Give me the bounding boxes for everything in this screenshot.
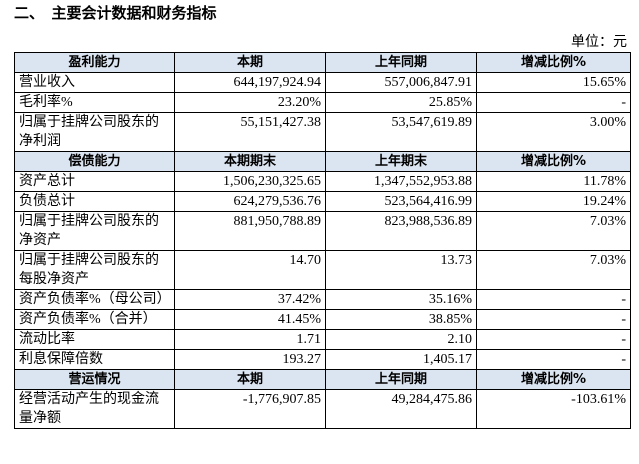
- row-label: 归属于挂牌公司股东的净利润: [14, 112, 175, 152]
- value-cell: -1,776,907.85: [174, 389, 326, 429]
- header-row: 营运情况 本期 上年同期 增减比例%: [14, 369, 631, 390]
- value-cell: 37.42%: [174, 289, 326, 310]
- financial-table: 盈利能力 本期 上年同期 增减比例% 营业收入 644,197,924.94 557,006…: [14, 52, 631, 429]
- value-cell: 25.85%: [325, 92, 477, 113]
- header-cell: 本期: [174, 52, 326, 73]
- header-cell: 盈利能力: [14, 52, 175, 73]
- value-cell: -: [476, 329, 631, 350]
- value-cell: -: [476, 349, 631, 370]
- data-row: 资产总计 1,506,230,325.65 1,347,552,953.88 11.7…: [14, 171, 631, 192]
- value-cell: 14.70: [174, 250, 326, 290]
- value-cell: 15.65%: [476, 72, 631, 93]
- data-row: 流动比率 1.71 2.10-: [14, 329, 631, 350]
- header-cell: 本期: [174, 369, 326, 390]
- header-cell: 增减比例%: [476, 369, 631, 390]
- data-row: 经营活动产生的现金流量净额 -1,776,907.85 49,284,475.86-…: [14, 389, 631, 429]
- row-label: 资产总计: [14, 171, 175, 192]
- row-label: 归属于挂牌公司股东的每股净资产: [14, 250, 175, 290]
- value-cell: 19.24%: [476, 191, 631, 212]
- header-row: 盈利能力 本期 上年同期 增减比例%: [14, 52, 631, 73]
- value-cell: -: [476, 289, 631, 310]
- header-cell: 增减比例%: [476, 52, 631, 73]
- value-cell: 823,988,536.89: [325, 211, 477, 251]
- value-cell: 53,547,619.89: [325, 112, 477, 152]
- value-cell: 1,347,552,953.88: [325, 171, 477, 192]
- header-cell: 增减比例%: [476, 151, 631, 172]
- data-row: 毛利率% 23.20% 25.85% -: [14, 92, 631, 113]
- value-cell: 55,151,427.38: [174, 112, 326, 152]
- section-title: 二、 主要会计数据和财务指标: [14, 4, 217, 22]
- row-label: 毛利率%: [14, 92, 175, 113]
- row-label: 资产负债率%（母公司）: [14, 289, 175, 310]
- header-row: 偿债能力 本期期末 上年期末 增减比例%: [14, 151, 631, 172]
- value-cell: 7.03%: [476, 250, 631, 290]
- value-cell: 193.27: [174, 349, 326, 370]
- data-row: 归属于挂牌公司股东的净利润 55,151,427.38 53,547,619.89 3…: [14, 112, 631, 152]
- value-cell: 35.16%: [325, 289, 477, 310]
- value-cell: 49,284,475.86: [325, 389, 477, 429]
- data-row: 负债总计 624,279,536.76 523,564,416.99 19.24%: [14, 191, 631, 212]
- value-cell: -: [476, 309, 631, 330]
- row-label: 归属于挂牌公司股东的净资产: [14, 211, 175, 251]
- data-row: 资产负债率%（母公司） 37.42% 35.16% -: [14, 289, 631, 310]
- value-cell: 881,950,788.89: [174, 211, 326, 251]
- row-label: 利息保障倍数: [14, 349, 175, 370]
- value-cell: 523,564,416.99: [325, 191, 477, 212]
- data-row: 利息保障倍数 193.27 1,405.17-: [14, 349, 631, 370]
- value-cell: 1,506,230,325.65: [174, 171, 326, 192]
- value-cell: 1,405.17: [325, 349, 477, 370]
- value-cell: 644,197,924.94: [174, 72, 326, 93]
- row-label: 负债总计: [14, 191, 175, 212]
- value-cell: 1.71: [174, 329, 326, 350]
- value-cell: -103.61%: [476, 389, 631, 429]
- data-row: 营业收入 644,197,924.94 557,006,847.91 15.65%: [14, 72, 631, 93]
- data-row: 归属于挂牌公司股东的净资产 881,950,788.89 823,988,536.8…: [14, 211, 631, 251]
- value-cell: 7.03%: [476, 211, 631, 251]
- value-cell: 23.20%: [174, 92, 326, 113]
- value-cell: 11.78%: [476, 171, 631, 192]
- value-cell: 624,279,536.76: [174, 191, 326, 212]
- value-cell: 557,006,847.91: [325, 72, 477, 93]
- data-row: 资产负债率%（合并） 41.45% 38.85% -: [14, 309, 631, 330]
- value-cell: 13.73: [325, 250, 477, 290]
- value-cell: 41.45%: [174, 309, 326, 330]
- header-cell: 上年期末: [325, 151, 477, 172]
- header-cell: 营运情况: [14, 369, 175, 390]
- unit-label: 单位：元: [571, 35, 627, 50]
- value-cell: 3.00%: [476, 112, 631, 152]
- header-cell: 偿债能力: [14, 151, 175, 172]
- row-label: 资产负债率%（合并）: [14, 309, 175, 330]
- value-cell: 2.10: [325, 329, 477, 350]
- value-cell: -: [476, 92, 631, 113]
- row-label: 经营活动产生的现金流量净额: [14, 389, 175, 429]
- header-cell: 上年同期: [325, 52, 477, 73]
- data-row: 归属于挂牌公司股东的每股净资产 14.70 13.73 7.03%: [14, 250, 631, 290]
- row-label: 营业收入: [14, 72, 175, 93]
- row-label: 流动比率: [14, 329, 175, 350]
- header-cell: 本期期末: [174, 151, 326, 172]
- value-cell: 38.85%: [325, 309, 477, 330]
- header-cell: 上年同期: [325, 369, 477, 390]
